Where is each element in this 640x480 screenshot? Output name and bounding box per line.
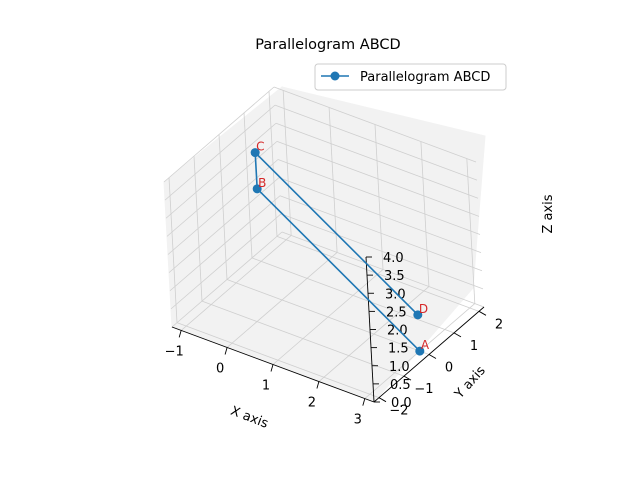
gridlines	[163, 86, 485, 399]
z-tick-label: 4.0	[383, 251, 404, 266]
point-D	[413, 310, 423, 320]
y-tick-label: −2	[389, 404, 408, 419]
legend-dot-marker	[330, 71, 340, 81]
y-gridline-floor	[201, 300, 405, 377]
series-layer: A B C D	[250, 140, 430, 356]
y-gridline-floor	[176, 322, 380, 399]
point-label-A: A	[421, 338, 430, 352]
x-tick-label: −1	[165, 344, 184, 359]
x-tick-label: 3	[354, 413, 362, 428]
z-tick-label: 0.5	[390, 378, 411, 393]
z-tick-label: 1.0	[389, 360, 410, 375]
point-A	[415, 346, 425, 356]
x-tick-mark	[224, 347, 228, 355]
y-gridline-floor	[226, 279, 430, 355]
z-gridline-left	[169, 195, 281, 292]
legend: Parallelogram ABCD	[314, 63, 507, 91]
z-axis-label: Z axis	[541, 194, 556, 233]
z-tick-label: 3.5	[384, 269, 405, 284]
z-gridline-left	[166, 141, 278, 237]
point-label-B: B	[258, 176, 266, 190]
axes-panes	[163, 85, 486, 403]
z-gridline-left	[170, 213, 282, 310]
z-gridline-left	[165, 122, 277, 219]
y-tick-mark	[478, 310, 487, 316]
y-tick-label: 2	[495, 317, 503, 332]
z-tick-label: 0.0	[391, 396, 412, 411]
x-tick-label: 2	[308, 396, 316, 411]
right-back-pane	[281, 86, 486, 289]
y-gridline-floor	[276, 235, 480, 312]
z-gridline-left	[164, 104, 276, 201]
y-tick-label: −1	[414, 382, 433, 397]
x-tick-mark	[178, 330, 182, 338]
point-label-D: D	[419, 302, 428, 316]
z-tick-label: 2.5	[386, 305, 407, 320]
y-tick-mark	[378, 397, 387, 403]
x-axis-label: X axis	[228, 404, 270, 432]
chart-title: Parallelogram ABCD	[255, 37, 400, 53]
point-label-C: C	[256, 140, 264, 154]
axis-lines	[171, 256, 487, 406]
series-line	[254, 150, 421, 352]
z-gridline-right	[275, 122, 479, 199]
y-gridline-floor	[251, 257, 455, 334]
z-gridline-left	[167, 159, 279, 255]
x-tick-mark	[270, 364, 274, 372]
z-gridline-right	[273, 86, 477, 163]
y-tick-mark	[428, 354, 437, 359]
point-C	[250, 148, 260, 158]
y-tick-label: 0	[445, 361, 453, 376]
y-tick-label: 1	[470, 339, 478, 354]
y-axis-label: Y axis	[451, 363, 488, 402]
z-gridline-right	[278, 177, 482, 253]
x-tick-label: 0	[216, 361, 224, 376]
y-tick-mark	[403, 375, 412, 381]
z-gridline-left	[171, 231, 283, 328]
legend-entry: Parallelogram ABCD	[360, 70, 490, 85]
y-tick-mark	[453, 332, 462, 338]
point-B	[252, 184, 262, 194]
z-gridline-right	[274, 104, 478, 181]
x-tick-mark	[362, 398, 366, 406]
z-tick-label: 1.5	[388, 342, 409, 357]
z-gridline-right	[276, 141, 480, 217]
z-gridline-right	[280, 213, 484, 290]
x-tick-label: 1	[262, 379, 270, 394]
z-gridline-left	[168, 177, 280, 273]
x-tick-mark	[316, 381, 320, 389]
legend-box	[314, 63, 507, 91]
z-gridline-right	[277, 159, 481, 235]
z-gridline-right	[281, 231, 485, 308]
z-gridline-left	[163, 86, 275, 183]
z-gridline-right	[279, 195, 483, 272]
